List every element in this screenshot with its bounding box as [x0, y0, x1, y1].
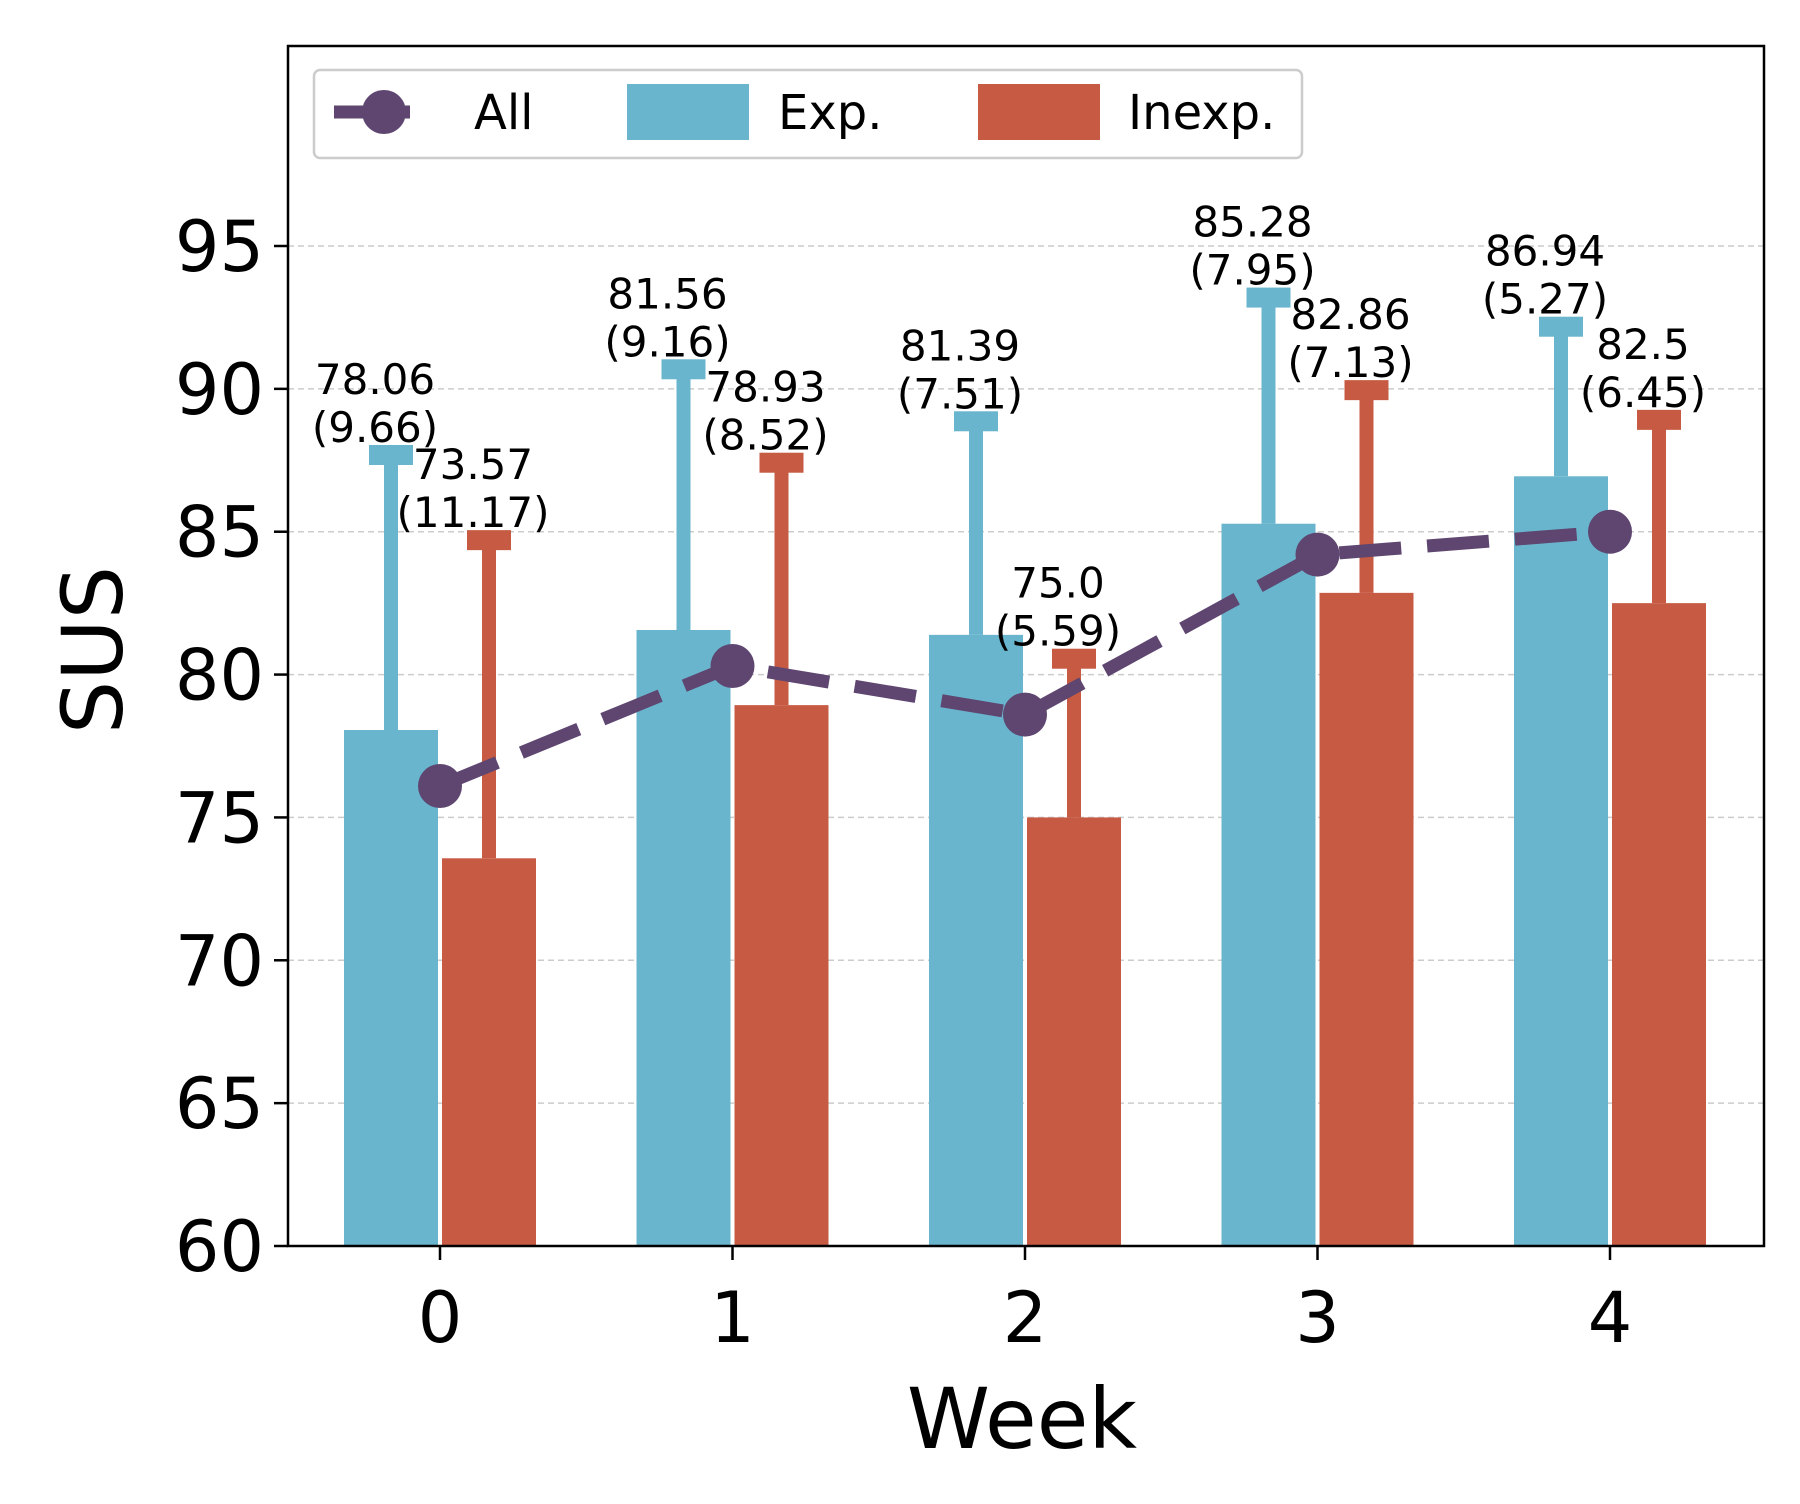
data-label-exp-week-4-sd: (5.27) — [1482, 275, 1608, 324]
data-label-exp-week-2-value: 81.39 — [900, 321, 1020, 370]
point-all-week-3 — [1295, 532, 1340, 577]
x-tick-label-4: 4 — [1588, 1277, 1633, 1359]
legend-marker-all — [362, 90, 406, 134]
data-label-inexp-week-3-sd: (7.13) — [1287, 338, 1413, 387]
x-tick-label-3: 3 — [1295, 1277, 1340, 1359]
bar-exp-week-4 — [1514, 476, 1608, 1246]
data-label-inexp-week-0-sd: (11.17) — [396, 488, 549, 537]
data-label-exp-week-4-value: 86.94 — [1485, 227, 1605, 276]
bar-exp-week-0 — [344, 730, 438, 1246]
bar-exp-week-3 — [1221, 523, 1316, 1246]
data-label-exp-week-2-sd: (7.51) — [897, 369, 1023, 418]
legend-label-exp: Exp. — [778, 85, 882, 141]
y-tick-label-60: 60 — [175, 1206, 264, 1288]
x-tick-label-0: 0 — [418, 1277, 463, 1359]
legend-label-all: All — [474, 85, 534, 141]
legend-swatch-inexp — [978, 84, 1100, 140]
data-label-exp-week-3-value: 85.28 — [1192, 198, 1312, 247]
data-label-inexp-week-1-value: 78.93 — [705, 363, 825, 412]
errorbar-cap-inexp-week-3 — [1344, 380, 1389, 401]
x-tick-label-1: 1 — [710, 1277, 755, 1359]
errorbar-cap-exp-week-1 — [661, 359, 706, 380]
point-all-week-0 — [418, 764, 462, 808]
y-tick-label-75: 75 — [175, 777, 264, 859]
line-all — [437, 525, 1611, 793]
data-label-exp-week-1-value: 81.56 — [607, 269, 727, 318]
errorbar-cap-inexp-week-4 — [1637, 409, 1681, 430]
data-label-exp-week-1-sd: (9.16) — [604, 317, 730, 366]
point-all-week-1 — [710, 644, 755, 688]
data-label-inexp-week-3-value: 82.86 — [1290, 290, 1410, 339]
errorbar-cap-inexp-week-1 — [759, 452, 804, 473]
legend-label-inexp: Inexp. — [1128, 85, 1275, 141]
errorbar-cap-exp-week-0 — [369, 445, 413, 465]
errorbar-cap-inexp-week-0 — [467, 530, 511, 551]
bar-exp-week-2 — [929, 634, 1023, 1246]
bar-inexp-week-4 — [1612, 603, 1706, 1246]
y-tick-label-65: 65 — [175, 1063, 264, 1145]
bar-inexp-week-2 — [1027, 817, 1121, 1246]
errorbar-cap-exp-week-3 — [1246, 287, 1291, 308]
data-label-inexp-week-4-sd: (6.45) — [1580, 368, 1706, 417]
bar-inexp-week-1 — [734, 705, 829, 1246]
y-tick-label-70: 70 — [175, 920, 264, 1002]
point-all-week-2 — [1003, 692, 1047, 737]
legend-swatch-exp — [627, 84, 749, 140]
y-axis-title: SUS — [44, 566, 142, 734]
data-label-inexp-week-2-value: 75.0 — [1011, 559, 1105, 608]
y-tick-label-95: 95 — [175, 206, 264, 288]
point-all-week-4 — [1588, 509, 1632, 554]
bar-exp-week-1 — [636, 630, 731, 1246]
bar-inexp-week-3 — [1319, 592, 1414, 1246]
x-axis-title: Week — [907, 1370, 1137, 1468]
data-label-exp-week-3-sd: (7.95) — [1189, 246, 1315, 295]
data-label-inexp-week-1-sd: (8.52) — [702, 411, 828, 460]
y-tick-label-90: 90 — [175, 349, 264, 431]
data-label-inexp-week-2-sd: (5.59) — [995, 607, 1121, 656]
errorbar-cap-exp-week-2 — [954, 411, 998, 432]
data-label-inexp-week-4-value: 82.5 — [1596, 320, 1690, 369]
data-label-inexp-week-0-value: 73.57 — [413, 440, 533, 489]
errorbar-cap-exp-week-4 — [1539, 316, 1583, 337]
y-tick-label-85: 85 — [175, 492, 264, 574]
data-label-exp-week-0-sd: (9.66) — [312, 403, 438, 452]
bar-inexp-week-0 — [442, 858, 536, 1246]
y-tick-label-80: 80 — [175, 635, 264, 717]
data-label-exp-week-0-value: 78.06 — [315, 355, 435, 404]
x-tick-label-2: 2 — [1003, 1277, 1048, 1359]
errorbar-cap-inexp-week-2 — [1052, 648, 1096, 669]
